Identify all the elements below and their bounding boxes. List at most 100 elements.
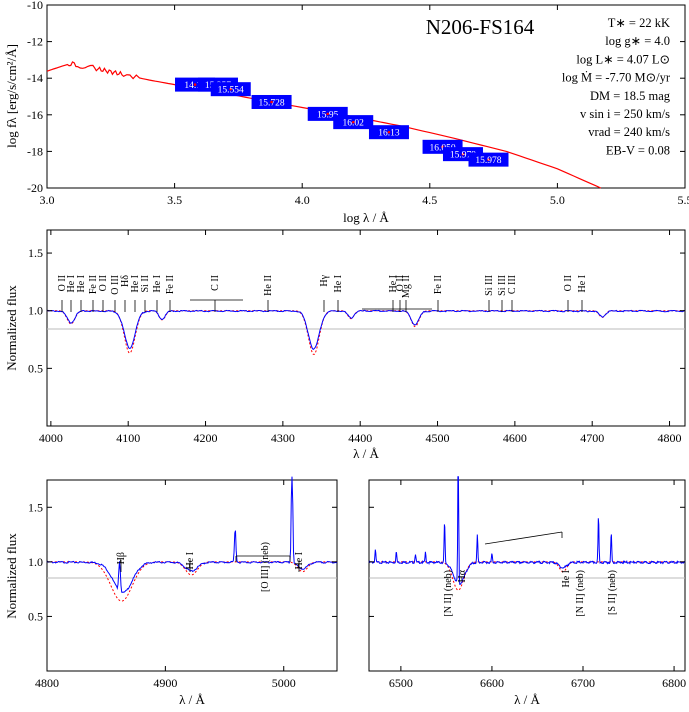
sed-xtick-label: 5.0 (550, 193, 565, 207)
line-id-label: Fe II (433, 275, 444, 294)
line-id-label: Fe II (88, 275, 99, 294)
line-id-label: Mg II (401, 275, 412, 298)
halpha-model-curve (369, 561, 685, 591)
blue-ytick-label: 1.5 (28, 246, 43, 260)
halpha-xtick-label: 6500 (389, 676, 413, 690)
blue-xtick-label: 4200 (194, 431, 218, 445)
photometry-point (487, 158, 490, 161)
line-id-label: C III (507, 275, 518, 294)
line-id-label: He II (263, 275, 274, 296)
blue-ylabel: Normalized flux (4, 285, 19, 371)
halpha-observed-curve (368, 476, 686, 585)
halpha-xlabel: λ / Å (514, 692, 540, 707)
hbeta-frame (46, 479, 338, 672)
halpha-xtick-label: 6800 (662, 676, 686, 690)
photometry-point (270, 100, 273, 104)
sed-parameter: log Ṁ = -7.70 M⊙/yr (562, 71, 671, 85)
sed-model-curve (46, 61, 602, 189)
halpha-line-label: [N II] (neb) (575, 570, 586, 617)
sed-parameter: DM = 18.5 mag (590, 89, 671, 103)
line-id-label: Si III (497, 275, 508, 296)
line-id-label: He I (130, 275, 141, 293)
line-id-label: Si III (484, 275, 495, 296)
hbeta-xtick-label: 4900 (153, 676, 177, 690)
sed-xtick-label: 5.5 (678, 193, 689, 207)
sed-parameter: log L∗ = 4.07 L⊙ (576, 52, 670, 66)
halpha-line-label: [N II] (neb) (443, 570, 454, 617)
photometry-label: 16.050 (429, 143, 455, 153)
hbeta-line-label: [O III] (neb) (260, 542, 271, 592)
sed-ytick-label: -20 (27, 181, 43, 195)
halpha-xtick-label: 6600 (480, 676, 504, 690)
photometry-point (326, 112, 330, 116)
sed-frame (46, 4, 686, 189)
sed-xtick-label: 3.0 (40, 193, 55, 207)
photometry-point (193, 83, 197, 86)
halpha-line-label: He I (561, 570, 572, 588)
photometry-point (387, 130, 391, 134)
line-id-label: Hγ (319, 274, 330, 286)
sed-xtick-label: 3.5 (167, 193, 182, 207)
blue-frame (46, 229, 686, 427)
blue-xtick-label: 4300 (271, 431, 295, 445)
hbeta-ytick-label: 1.5 (28, 500, 43, 514)
photometry-label: 16.02 (343, 119, 365, 129)
line-id-label: O III (110, 275, 121, 295)
line-id-label: O II (98, 275, 109, 291)
sed-xtick-label: 4.5 (422, 193, 437, 207)
blue-xtick-label: 4400 (348, 431, 372, 445)
hbeta-line-label: He I (185, 552, 196, 570)
line-id-label: O II (57, 275, 68, 291)
line-id-label: He I (76, 275, 87, 293)
line-id-label: He I (388, 275, 399, 293)
line-id-label: He I (152, 275, 163, 293)
line-id-label: He I (333, 275, 344, 293)
photometry-label: 15.554 (218, 86, 244, 96)
photometry-point (229, 87, 233, 91)
blue-xtick-label: 4500 (426, 431, 450, 445)
photometry-label: 16.13 (378, 129, 400, 139)
blue-xtick-label: 4000 (39, 431, 63, 445)
sed-xtick-label: 4.0 (295, 193, 310, 207)
hbeta-observed-curve (46, 476, 338, 593)
hbeta-xlabel: λ / Å (179, 692, 205, 707)
hbeta-xtick-label: 4800 (35, 676, 59, 690)
blue-observed-curve (46, 309, 686, 351)
photometry-label: 15.978 (475, 156, 501, 166)
line-id-label: Hδ (120, 275, 131, 287)
line-id-label: O II (395, 275, 406, 291)
sed-parameter: EB-V = 0.08 (606, 143, 670, 157)
sed-ytick-label: -12 (27, 35, 43, 49)
photometry-point (461, 152, 465, 156)
sed-ylabel: log fλ [erg/s/cm²/Å] (4, 44, 19, 148)
sed-parameter: v sin i = 250 km/s (580, 107, 670, 121)
hbeta-line-label: Hβ (116, 552, 127, 564)
line-id-label: He I (577, 275, 588, 293)
blue-ytick-label: 1.0 (28, 304, 43, 318)
blue-ytick-label: 0.5 (28, 361, 43, 375)
line-id-label: Si II (140, 275, 151, 293)
hbeta-panel: Hβ He I [O III] (neb) He I 4800 4900 5000 0.5 1… (4, 476, 338, 707)
hbeta-ytick-label: 1.0 (28, 555, 43, 569)
sed-star-name: N206-FS164 (426, 15, 535, 39)
blue-model-curve (47, 310, 685, 355)
sed-panel: 14.1315.35715.55415.72815.9516.0216.1316… (4, 0, 689, 225)
sed-ytick-label: -10 (27, 0, 43, 12)
halpha-line-label: [S II] (neb) (607, 570, 618, 615)
hbeta-line-label: He I (294, 552, 305, 570)
hbeta-xtick-label: 5000 (272, 676, 296, 690)
blue-xtick-label: 4800 (658, 431, 682, 445)
hbeta-ytick-label: 0.5 (28, 609, 43, 623)
blue-xtick-label: 4600 (503, 431, 527, 445)
photometry-label: 14.13 (184, 81, 206, 91)
sed-parameter: T∗ = 22 kK (608, 16, 670, 30)
sed-ytick-label: -14 (27, 71, 43, 85)
halpha-xtick-label: 6700 (571, 676, 595, 690)
halpha-panel: [N II] (neb) Hα He I [N II] (neb) [S II] (ne… (368, 476, 686, 707)
halpha-line-label: Hα (457, 569, 468, 582)
photometry-label: 15.728 (259, 98, 285, 108)
blue-xlabel: λ / Å (353, 446, 379, 461)
blue-xtick-label: 4100 (116, 431, 140, 445)
